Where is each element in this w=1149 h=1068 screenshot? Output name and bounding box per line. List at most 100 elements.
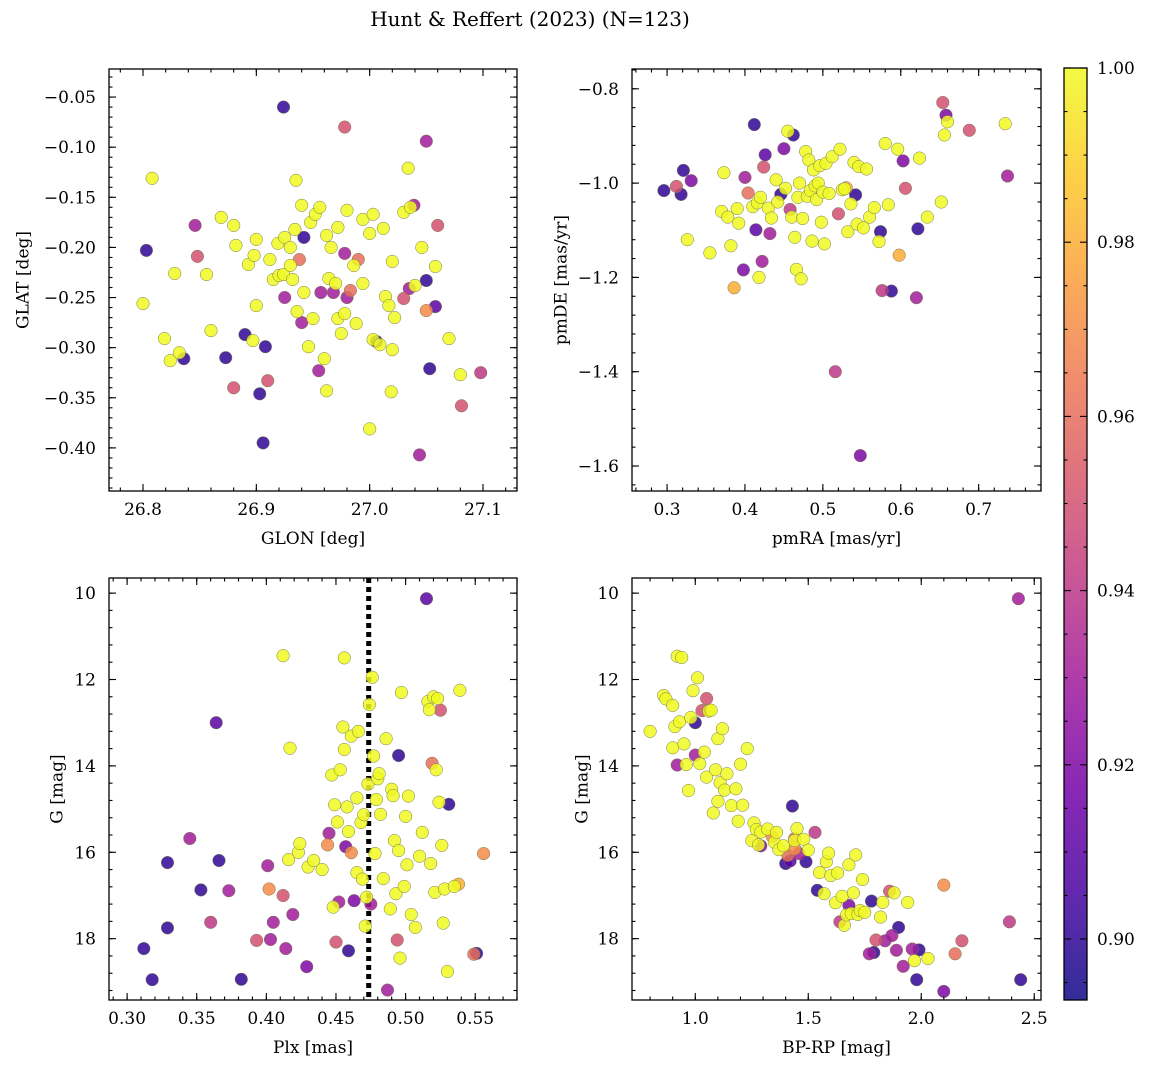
data-point	[394, 685, 408, 700]
data-point	[731, 814, 745, 828]
data-point	[813, 866, 827, 880]
data-point	[709, 763, 723, 777]
y-tick-label: 12	[74, 671, 96, 691]
data-point	[373, 338, 387, 352]
data-point	[855, 872, 870, 887]
data-point	[948, 947, 962, 961]
data-point	[921, 951, 935, 966]
data-point	[937, 984, 951, 998]
data-point	[680, 233, 694, 247]
axes-frame	[631, 68, 1042, 492]
data-point	[822, 186, 836, 201]
data-point	[901, 895, 915, 909]
y-tick-label: 18	[74, 930, 96, 950]
data-point	[849, 848, 863, 862]
data-point	[907, 954, 922, 968]
colorbar-tick-label: 0.90	[1097, 930, 1135, 950]
data-point	[367, 749, 381, 763]
data-point	[336, 720, 350, 734]
data-point	[261, 859, 275, 873]
y-axis-label: G [mag]	[48, 754, 68, 823]
x-tick-label: 0.35	[178, 1009, 216, 1029]
x-tick-label: 0.55	[456, 1009, 494, 1029]
data-point	[204, 915, 218, 929]
data-point	[817, 237, 831, 251]
data-point	[286, 272, 300, 287]
data-point	[363, 422, 377, 436]
data-point	[139, 243, 153, 257]
data-point	[347, 894, 361, 908]
data-point	[666, 698, 680, 712]
data-point	[711, 794, 725, 808]
data-point	[358, 919, 372, 933]
colorbar: 0.90 0.92 0.94 0.96 0.98 1.00	[1063, 59, 1135, 1001]
data-point	[401, 789, 415, 803]
data-point	[263, 932, 278, 947]
data-point	[400, 858, 414, 872]
y-tick-label: 10	[74, 584, 96, 604]
data-point	[289, 173, 303, 187]
y-tick-label: −1.2	[578, 268, 619, 288]
data-point	[320, 384, 334, 398]
data-point	[392, 844, 406, 858]
data-point	[669, 179, 683, 193]
data-point	[373, 807, 388, 821]
figure-title: Hunt & Reffert (2023) (N=123)	[370, 7, 690, 31]
data-point	[392, 748, 406, 763]
data-point	[214, 210, 228, 224]
data-point	[338, 307, 352, 321]
data-point	[911, 222, 925, 236]
data-point	[838, 182, 852, 196]
x-axis-label: pmRA [mas/yr]	[772, 529, 901, 549]
data-point	[764, 211, 778, 225]
data-point	[885, 929, 899, 943]
data-point	[679, 758, 693, 772]
data-point	[856, 221, 870, 235]
y-axis-label: pmDE [mas/yr]	[552, 215, 572, 345]
data-point	[842, 858, 856, 872]
panel-pmra-pmde: 0.3 0.4 0.5 0.6 0.7 −1.6 −1.4 −1.2 −1.0 −0.8 pmRA …	[552, 68, 1042, 549]
data-point	[357, 808, 371, 822]
data-point	[706, 806, 720, 820]
data-point	[329, 935, 343, 949]
data-point	[869, 933, 883, 947]
data-point	[351, 724, 365, 738]
data-point	[183, 831, 197, 846]
data-point	[474, 366, 488, 380]
data-point	[770, 825, 784, 839]
data-point	[898, 181, 912, 195]
data-point	[334, 327, 348, 341]
data-point	[717, 166, 731, 180]
data-point	[858, 905, 872, 919]
y-axis-label: G [mag]	[573, 754, 593, 823]
data-point	[344, 846, 358, 860]
data-point	[333, 763, 347, 777]
data-point	[190, 249, 204, 263]
data-point	[423, 362, 437, 376]
data-point	[249, 299, 263, 313]
data-point	[841, 225, 855, 239]
data-point	[341, 824, 356, 839]
data-point	[422, 703, 436, 717]
data-point	[383, 902, 397, 916]
data-point	[1011, 592, 1025, 606]
scatter-points	[136, 100, 488, 462]
data-point	[360, 890, 374, 904]
data-point	[876, 895, 890, 909]
data-point	[835, 889, 849, 903]
data-point	[808, 825, 822, 839]
data-point	[781, 124, 795, 138]
data-point	[136, 297, 150, 311]
data-point	[738, 170, 752, 184]
colorbar-gradient	[1064, 68, 1087, 1000]
y-tick-label: −1.0	[578, 174, 619, 194]
data-point	[376, 221, 390, 235]
data-point	[729, 782, 743, 796]
data-point	[276, 649, 290, 663]
data-point	[724, 799, 738, 813]
data-point	[412, 448, 427, 462]
data-point	[338, 120, 352, 134]
data-point	[369, 793, 383, 807]
data-point	[453, 683, 467, 697]
data-point	[846, 886, 860, 900]
